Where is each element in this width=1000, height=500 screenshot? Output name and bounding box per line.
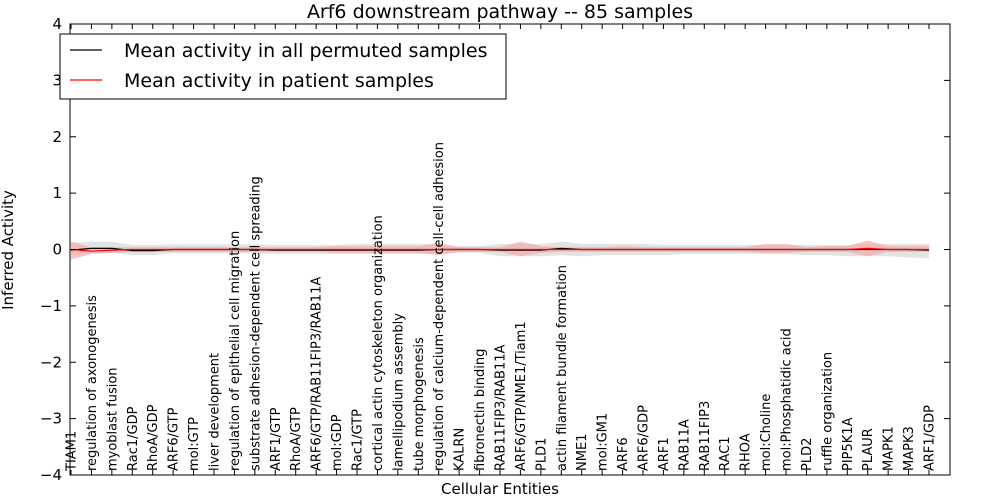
x-tick-label: tube morphogenesis [412, 337, 427, 471]
plot-area [70, 240, 930, 260]
x-tick-label: actin filament bundle formation [555, 265, 570, 471]
x-tick-label: PIP5K1A [841, 417, 856, 471]
x-tick-label: KALRN [453, 428, 468, 471]
x-tick-label: RhoA/GDP [146, 404, 161, 471]
y-axis: −4 −3 −2 −1 0 1 2 3 4 [40, 15, 950, 484]
x-tick-label: MAPK1 [882, 426, 897, 471]
x-tick-label: substrate adhesion-dependent cell spread… [248, 176, 263, 471]
x-tick-label: mol:GDP [330, 414, 345, 471]
x-tick-label: mol:Choline [759, 394, 774, 471]
y-tick-label: 4 [52, 15, 62, 33]
x-tick-label: Rac1/GDP [126, 406, 141, 471]
x-tick-label: regulation of epithelial cell migration [228, 231, 243, 471]
y-tick-label: 3 [52, 71, 62, 89]
legend-label-patient: Mean activity in patient samples [124, 70, 434, 92]
x-tick-label: Rac1/GTP [351, 409, 366, 471]
x-axis-title: Cellular Entities [441, 480, 559, 498]
x-tick-label: fibronectin binding [473, 349, 488, 471]
y-tick-label: 0 [52, 241, 62, 259]
x-tick-label: ARF6/GTP [167, 407, 182, 471]
x-tick-label: TIAM1 [65, 431, 80, 472]
x-tick-label: mol:GM1 [596, 413, 611, 471]
y-tick-label: −3 [40, 410, 62, 428]
y-tick-label: 1 [52, 184, 62, 202]
x-axis: TIAM1 regulation of axonogenesis myoblast … [65, 24, 938, 475]
x-tick-label: PLD2 [800, 438, 815, 471]
chart-title: Arf6 downstream pathway -- 85 samples [307, 1, 693, 23]
y-tick-label: −2 [40, 353, 62, 371]
x-tick-label: ARF1 [657, 437, 672, 471]
series-1-line [70, 247, 929, 252]
y-tick-label: −1 [40, 297, 62, 315]
x-tick-label: MAPK3 [902, 426, 917, 471]
legend-label-permuted: Mean activity in all permuted samples [124, 40, 487, 62]
x-tick-label: regulation of calcium-dependent cell-cel… [432, 142, 447, 471]
x-tick-label: RHOA [739, 433, 754, 471]
x-tick-label: mol:Phosphatidic acid [780, 328, 795, 471]
x-tick-label: RAC1 [718, 436, 733, 471]
x-tick-label: regulation of axonogenesis [85, 295, 100, 471]
x-tick-label: ARF6/GDP [637, 405, 652, 471]
x-tick-label: ARF6 [616, 437, 631, 471]
x-tick-label: mol:GTP [187, 417, 202, 471]
x-tick-label: ARF6/GTP/RAB11FIP3/RAB11A [310, 277, 325, 471]
x-tick-label: RhoA/GTP [289, 407, 304, 471]
x-tick-label: myoblast fusion [105, 367, 120, 471]
x-tick-label: ARF1/GTP [269, 407, 284, 471]
y-tick-label: −4 [40, 466, 62, 484]
x-tick-label: lamellipodium assembly [391, 313, 406, 471]
x-tick-label: RAB11FIP3 [698, 401, 713, 471]
y-tick-label: 2 [52, 128, 62, 146]
legend-box [59, 33, 507, 100]
x-tick-label: ARF6/GTP/NME1/Tiam1 [514, 321, 529, 471]
x-tick-label: ARF1/GDP [923, 405, 938, 471]
x-tick-label: liver development [208, 353, 223, 471]
x-tick-label: PLAUR [861, 428, 876, 471]
x-tick-label: RAB11A [677, 419, 692, 471]
x-tick-label: cortical actin cytoskeleton organization [371, 215, 386, 471]
x-tick-label: PLD1 [534, 438, 549, 471]
x-tick-label: ruffle organization [820, 352, 835, 471]
y-axis-title: Inferred Activity [0, 190, 17, 310]
x-tick-label: RAB11FIP3/RAB11A [494, 344, 509, 471]
legend: Mean activity in all permuted samples Me… [59, 33, 507, 100]
x-tick-label: NME1 [575, 434, 590, 471]
